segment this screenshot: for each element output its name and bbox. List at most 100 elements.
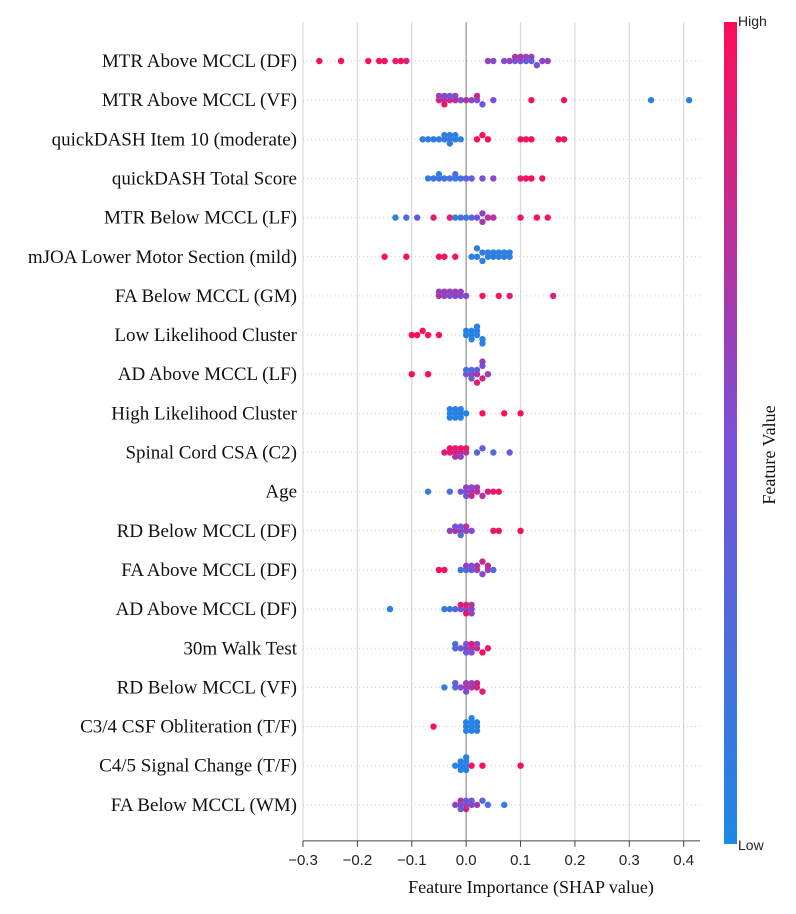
x-tick-label: 0.3 xyxy=(619,852,640,869)
shap-point xyxy=(473,680,481,687)
shap-point xyxy=(424,136,432,143)
shap-point xyxy=(462,366,470,374)
shap-point xyxy=(457,445,464,452)
shap-point xyxy=(462,292,470,300)
shap-point xyxy=(528,136,535,143)
shap-point xyxy=(473,640,481,648)
feature-labels: MTR Above MCCL (DF) MTR Above MCCL (VF) qu… xyxy=(28,51,298,816)
shap-point xyxy=(506,249,513,256)
x-tick-label: −0.2 xyxy=(343,852,373,869)
shap-point xyxy=(484,488,492,495)
shap-point xyxy=(457,414,464,421)
shap-point xyxy=(452,92,459,100)
feature-label: High Likelihood Cluster xyxy=(111,403,297,424)
shap-point xyxy=(457,645,464,652)
shap-point xyxy=(430,214,437,221)
shap-point xyxy=(522,175,530,182)
shap-point xyxy=(462,214,470,221)
shap-point xyxy=(462,523,470,530)
shap-point xyxy=(501,410,508,417)
shap-point xyxy=(468,96,475,104)
shap-points xyxy=(316,53,693,813)
shap-point xyxy=(430,723,437,730)
shap-point xyxy=(457,405,464,413)
shap-point xyxy=(479,292,486,300)
shap-point xyxy=(392,214,399,221)
shap-point xyxy=(457,805,464,813)
shap-point xyxy=(441,175,448,182)
shap-point xyxy=(462,492,470,500)
shap-point xyxy=(468,797,475,804)
shap-point xyxy=(457,684,464,691)
shap-point xyxy=(490,57,497,65)
x-gridlines xyxy=(302,22,685,841)
shap-point xyxy=(479,688,486,695)
shap-point xyxy=(441,566,448,574)
shap-point xyxy=(473,214,481,221)
shap-point xyxy=(473,719,481,726)
shap-point xyxy=(517,410,524,417)
feature-label: C4/5 Signal Change (T/F) xyxy=(99,756,297,777)
shap-point xyxy=(441,449,448,456)
shap-point xyxy=(452,405,459,413)
shap-point xyxy=(473,801,481,809)
shap-point xyxy=(490,488,497,495)
shap-point xyxy=(506,292,513,300)
shap-point xyxy=(452,801,459,809)
shap-point xyxy=(528,96,535,104)
shap-point xyxy=(528,175,535,182)
shap-point xyxy=(397,57,405,65)
shap-point xyxy=(473,136,481,143)
shap-point xyxy=(435,171,443,178)
shap-point xyxy=(468,680,475,687)
shap-point xyxy=(495,292,502,300)
shap-point xyxy=(468,527,475,534)
shap-point xyxy=(479,558,486,565)
shap-point xyxy=(473,323,481,330)
feature-label: RD Below MCCL (VF) xyxy=(117,677,297,698)
shap-point xyxy=(462,688,470,695)
shap-point xyxy=(452,445,459,452)
shap-point xyxy=(484,214,492,221)
shap-point xyxy=(490,214,497,221)
colorbar-title: Feature Value xyxy=(759,405,779,504)
shap-point xyxy=(452,288,459,295)
shap-point xyxy=(457,758,464,765)
shap-point xyxy=(381,57,388,65)
shap-point xyxy=(484,371,492,378)
feature-label: Spinal Cord CSA (C2) xyxy=(125,443,297,464)
shap-point xyxy=(479,375,486,382)
shap-point xyxy=(462,649,470,656)
feature-label: MTR Above MCCL (VF) xyxy=(102,90,297,111)
shap-point xyxy=(446,488,454,495)
shap-point xyxy=(462,805,470,813)
shap-point xyxy=(462,445,470,452)
shap-point xyxy=(479,410,486,417)
x-tick-label: 0.1 xyxy=(510,852,531,869)
shap-point xyxy=(490,566,497,574)
feature-label: AD Above MCCL (DF) xyxy=(116,599,297,620)
shap-point xyxy=(473,484,481,491)
feature-label: FA Above MCCL (DF) xyxy=(121,560,297,581)
shap-point xyxy=(479,492,486,500)
shap-point xyxy=(441,131,448,139)
shap-point xyxy=(479,762,486,769)
shap-point xyxy=(435,331,443,339)
colorbar-low-label: Low xyxy=(738,837,765,853)
shap-point xyxy=(484,801,492,809)
shap-point xyxy=(522,53,530,60)
shap-point xyxy=(452,680,459,687)
shap-point xyxy=(468,762,475,769)
shap-point xyxy=(484,249,492,256)
feature-label: RD Below MCCL (DF) xyxy=(117,521,297,542)
shap-point xyxy=(495,249,502,256)
shap-point xyxy=(647,96,655,104)
shap-point xyxy=(468,601,475,609)
shap-point xyxy=(549,292,557,300)
shap-point xyxy=(479,175,486,182)
shap-point xyxy=(441,92,448,100)
feature-label: C3/4 CSF Obliteration (T/F) xyxy=(80,717,297,738)
feature-label: 30m Walk Test xyxy=(183,638,297,659)
shap-point xyxy=(457,288,464,295)
shap-point xyxy=(457,797,464,804)
